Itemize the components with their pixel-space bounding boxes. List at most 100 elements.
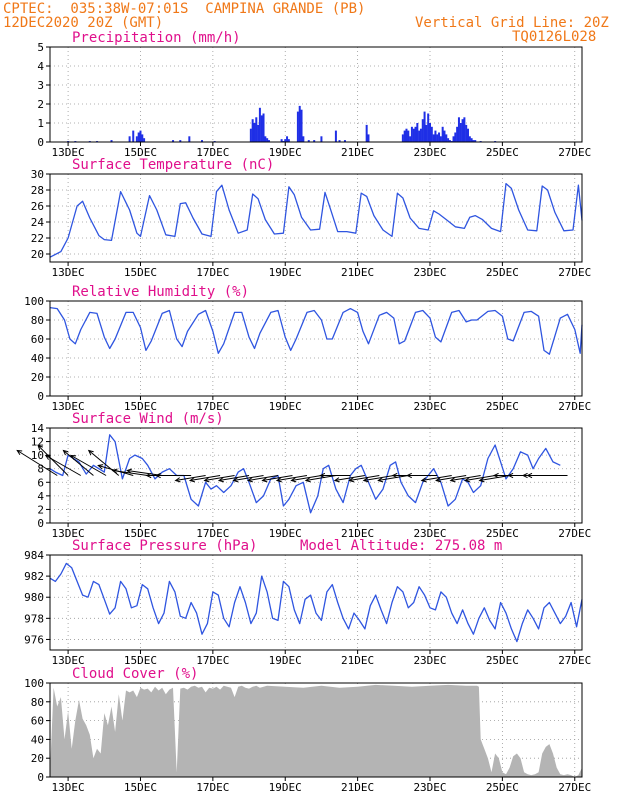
x-tick-label: 17DEC	[196, 527, 229, 540]
x-tick-label: 15DEC	[124, 654, 157, 667]
precip-bar	[468, 136, 471, 142]
grid-line-note: Vertical Grid Line: 20Z	[415, 15, 609, 31]
x-tick-label: 21DEC	[341, 146, 374, 159]
wind-arrow	[464, 475, 496, 483]
x-tick-label: 17DEC	[196, 654, 229, 667]
y-tick-label: 2	[37, 98, 44, 111]
x-tick-label: 25DEC	[486, 400, 519, 413]
precip-bar	[443, 130, 446, 142]
model-altitude-label: Model Altitude: 275.08 m	[300, 538, 502, 554]
precip-bar	[429, 123, 431, 142]
wind-arrow	[290, 475, 322, 483]
series-line	[49, 306, 583, 355]
wind-arrow	[203, 475, 235, 483]
wind-arrow	[70, 454, 107, 476]
precip-bar	[188, 136, 191, 142]
x-tick-label: 17DEC	[196, 781, 229, 794]
wind-arrow	[304, 475, 336, 483]
precip-bar	[474, 140, 477, 142]
x-tick-label: 27DEC	[558, 400, 591, 413]
wind-arrow	[232, 475, 264, 483]
y-tick-label: 40	[31, 733, 44, 746]
precip-bar	[280, 139, 283, 142]
wind-arrow	[478, 475, 510, 483]
y-tick-label: 2	[37, 503, 44, 516]
x-tick-label: 21DEC	[341, 527, 374, 540]
precip-bar	[472, 140, 475, 142]
y-tick-label: 980	[24, 591, 44, 604]
x-tick-label: 13DEC	[52, 527, 85, 540]
precip-bar	[418, 130, 421, 142]
y-tick-label: 3	[37, 79, 44, 92]
y-tick-label: 4	[37, 60, 44, 73]
precip-bar	[425, 124, 428, 142]
cloud-cover-area	[50, 684, 582, 777]
precip-bar	[137, 132, 140, 142]
precip-bar	[367, 134, 370, 142]
panel-title: Surface Wind (m/s)	[72, 411, 224, 427]
x-tick-label: 15DEC	[124, 400, 157, 413]
y-tick-label: 14	[31, 422, 45, 435]
y-tick-label: 976	[24, 633, 44, 646]
y-tick-label: 20	[31, 371, 44, 384]
x-tick-label: 13DEC	[52, 266, 85, 279]
panel-title: Relative Humidity (%)	[72, 284, 249, 300]
x-tick-label: 21DEC	[341, 654, 374, 667]
precip-bar	[416, 123, 419, 142]
x-tick-label: 23DEC	[413, 146, 446, 159]
precip-bar	[448, 140, 451, 142]
precip-bar	[457, 117, 460, 142]
wind-arrow	[362, 475, 394, 483]
x-tick-label: 17DEC	[196, 266, 229, 279]
y-tick-label: 0	[37, 771, 44, 784]
wind-arrow	[275, 475, 308, 483]
series-line	[49, 434, 561, 514]
x-tick-label: 19DEC	[269, 781, 302, 794]
precip-bar	[414, 126, 417, 142]
y-tick-label: 22	[31, 232, 44, 245]
precip-bar	[132, 130, 135, 142]
y-tick-label: 0	[37, 136, 44, 149]
y-tick-label: 100	[24, 677, 44, 690]
wind-arrow	[16, 449, 58, 476]
x-tick-label: 13DEC	[52, 781, 85, 794]
y-tick-label: 984	[24, 549, 44, 562]
precip-bar	[405, 128, 408, 142]
x-tick-label: 23DEC	[413, 266, 446, 279]
y-tick-label: 26	[31, 200, 44, 213]
precip-bar	[456, 126, 459, 142]
wind-arrow	[246, 475, 279, 483]
precip-bar	[434, 130, 437, 142]
x-tick-label: 15DEC	[124, 527, 157, 540]
x-tick-label: 15DEC	[124, 146, 157, 159]
x-tick-label: 19DEC	[269, 146, 302, 159]
precip-bar	[436, 134, 439, 142]
precip-bar	[258, 107, 261, 142]
precip-bar	[201, 140, 203, 142]
x-tick-label: 23DEC	[413, 400, 446, 413]
wind-arrow	[217, 475, 250, 483]
x-tick-label: 23DEC	[413, 527, 446, 540]
panel-title: Surface Pressure (hPa)	[72, 538, 257, 554]
precip-bar	[430, 126, 433, 142]
x-tick-label: 23DEC	[413, 781, 446, 794]
wind-arrow	[435, 475, 467, 483]
station-header: CPTEC: 035:38W-07:01S CAMPINA GRANDE (PB…	[3, 1, 366, 17]
precip-bar	[365, 124, 368, 142]
precip-bar	[421, 119, 424, 142]
precip-bar	[407, 130, 410, 142]
y-tick-label: 5	[37, 41, 44, 54]
precip-bar	[403, 130, 406, 142]
x-tick-label: 21DEC	[341, 266, 374, 279]
y-tick-label: 60	[31, 333, 44, 346]
run-datetime: 12DEC2020 20Z (GMT)	[3, 15, 164, 31]
precip-bar	[334, 130, 337, 142]
panel-frame	[49, 682, 583, 778]
y-tick-label: 1	[37, 117, 44, 130]
precip-bar	[298, 105, 301, 142]
wind-arrow	[420, 475, 452, 483]
y-tick-label: 10	[31, 449, 44, 462]
precip-bar	[135, 136, 138, 142]
precip-bar	[255, 117, 258, 142]
